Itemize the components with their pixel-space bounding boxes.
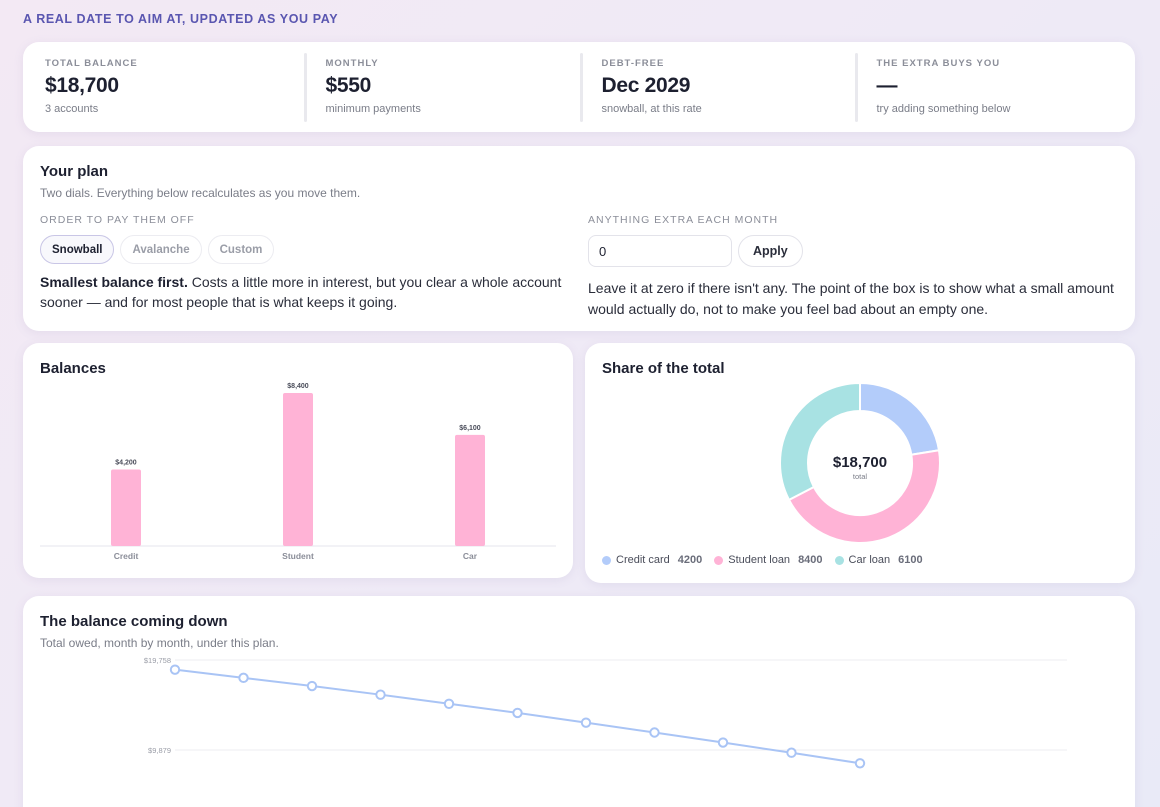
stat-debt-free: DEBT-FREE Dec 2029 snowball, at this rat…	[579, 42, 855, 132]
stat-value: $18,700	[45, 74, 119, 97]
method-description: Smallest balance first. Costs a little m…	[40, 273, 570, 312]
line-point	[649, 727, 660, 738]
trend-title: The balance coming down	[40, 613, 228, 630]
donut-slice-car-loan	[779, 381, 861, 502]
bar-car	[455, 434, 485, 546]
stat-sub: snowball, at this rate	[601, 103, 702, 115]
line-point	[786, 747, 797, 758]
method-description-lead: Smallest balance first.	[40, 274, 188, 290]
legend-label: Car loan	[848, 554, 891, 566]
bar-credit	[111, 469, 141, 546]
donut-center-value: $18,700	[833, 454, 887, 471]
line-point	[306, 680, 318, 692]
plan-title: Your plan	[40, 163, 109, 180]
stat-total-balance: TOTAL BALANCE $18,700 3 accounts	[23, 42, 304, 132]
extra-payment-row: Apply	[588, 235, 1118, 267]
stat-sub: try adding something below	[876, 103, 1011, 115]
legend-value: 4200	[677, 554, 703, 566]
line-point	[580, 717, 592, 728]
legend-item-car-loan: Car loan 6100	[834, 554, 923, 566]
legend-item-student-loan: Student loan 8400	[714, 554, 823, 566]
bar-category-label: Student	[282, 551, 314, 561]
balances-card: Balances $4,200 Credit $8,400 Student $6,100…	[23, 343, 573, 578]
legend-item-credit-card: Credit card 4200	[602, 554, 702, 566]
stat-extra-buys: THE EXTRA BUYS YOU — try adding somethin…	[854, 42, 1136, 132]
line-y-tick-label: $19,758	[144, 656, 171, 665]
stat-value: —	[876, 74, 898, 97]
legend-dot	[714, 555, 724, 565]
bar-value-label: $4,200	[115, 460, 137, 467]
share-title: Share of the total	[602, 360, 725, 377]
summary-stats: TOTAL BALANCE $18,700 3 accounts MONTHLY…	[23, 42, 1135, 132]
share-legend: Credit card 4200 Student loan 8400 Car l…	[602, 554, 923, 566]
line-y-tick-label: $9,879	[148, 746, 171, 755]
trend-card: The balance coming down Total owed, mont…	[23, 596, 1135, 807]
stat-label: TOTAL BALANCE	[45, 58, 138, 69]
legend-dot	[834, 555, 844, 565]
line-point	[169, 664, 181, 675]
line-point	[238, 672, 249, 684]
legend-value: 6100	[898, 554, 923, 566]
legend-dot	[602, 555, 611, 565]
bar-value-label: $8,400	[287, 383, 309, 390]
apply-button[interactable]: Apply	[738, 235, 803, 267]
donut-slice-student-loan	[787, 449, 941, 544]
donut-center-label: total	[853, 472, 868, 481]
stat-monthly: MONTHLY $550 minimum payments	[303, 42, 580, 132]
balances-bar-chart: $4,200 Credit $8,400 Student $6,100 Car	[40, 383, 556, 561]
line-point	[854, 758, 866, 769]
legend-label: Credit card	[616, 554, 670, 566]
page-kicker: A REAL DATE TO AIM AT, UPDATED AS YOU PA…	[23, 12, 339, 26]
stat-sub: minimum payments	[325, 103, 421, 115]
balance-line-chart: $19,758 $9,879	[144, 656, 1067, 769]
bar-student	[283, 393, 313, 546]
method-avalanche-button[interactable]: Avalanche	[120, 235, 202, 264]
stat-label: MONTHLY	[325, 58, 379, 69]
line-point	[443, 698, 455, 710]
legend-label: Student loan	[728, 554, 791, 566]
trend-subtitle: Total owed, month by month, under this p…	[40, 636, 279, 650]
line-point	[375, 689, 386, 700]
plan-card: Your plan Two dials. Everything below re…	[23, 146, 1135, 331]
method-description-text: Costs a little more in interest, but you…	[40, 274, 562, 310]
plan-subtitle: Two dials. Everything below recalculates…	[40, 186, 361, 200]
stat-value: Dec 2029	[601, 74, 691, 97]
bar-value-label: $6,100	[459, 425, 481, 432]
line-point	[512, 707, 523, 719]
method-selector: Snowball Avalanche Custom	[40, 235, 570, 264]
bar-category-label: Car	[463, 551, 478, 561]
payoff-order-label: ORDER TO PAY THEM OFF	[40, 214, 195, 226]
stat-value: $550	[325, 74, 372, 97]
extra-payment-label: ANYTHING EXTRA EACH MONTH	[588, 214, 779, 226]
payoff-order-section: ORDER TO PAY THEM OFF Snowball Avalanche…	[40, 214, 570, 312]
stat-label: DEBT-FREE	[601, 58, 665, 69]
stat-sub: 3 accounts	[45, 103, 99, 115]
balances-title: Balances	[40, 360, 106, 377]
method-snowball-button[interactable]: Snowball	[40, 235, 115, 264]
donut-slice-credit-card	[859, 381, 941, 456]
extra-payment-section: ANYTHING EXTRA EACH MONTH Apply Leave it…	[588, 214, 1118, 319]
bar-category-label: Credit	[114, 551, 139, 561]
extra-payment-description: Leave it at zero if there isn't any. The…	[588, 280, 1114, 317]
method-custom-button[interactable]: Custom	[207, 235, 275, 264]
extra-payment-input[interactable]	[588, 235, 732, 267]
share-card: Share of the total $18,700 total Credit c…	[585, 343, 1135, 583]
legend-value: 8400	[798, 554, 823, 566]
stat-label: THE EXTRA BUYS YOU	[876, 58, 1001, 69]
line-point	[717, 737, 729, 748]
